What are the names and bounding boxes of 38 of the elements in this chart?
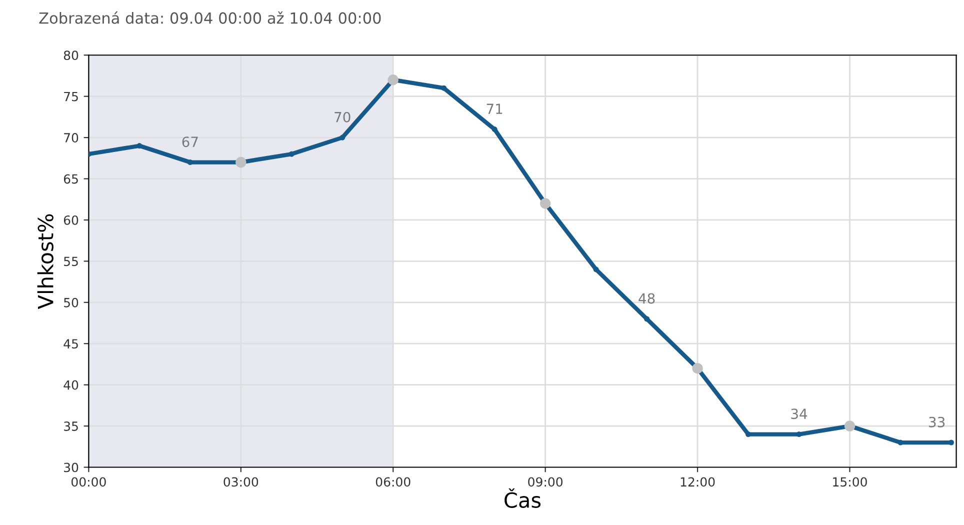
y-axis-title: Vlhkost% [37,214,54,310]
data-label: 48 [638,293,655,304]
y-tick-label: 60 [64,215,78,225]
data-label: 70 [334,112,350,122]
y-tick-label: 55 [64,256,78,266]
point [492,126,498,132]
y-tick-label: 65 [64,174,78,184]
data-label: 67 [182,136,198,148]
x-tick-label: 09:00 [528,477,562,487]
y-tick-label: 70 [64,133,78,142]
point [844,420,856,432]
y-tick-label: 45 [64,339,78,349]
y-tick-label: 75 [64,92,78,102]
point [136,143,142,149]
x-tick-label: 03:00 [224,477,258,487]
point [540,198,551,209]
point [187,160,193,166]
y-tick-label: 50 [64,298,78,308]
x-tick-label: 15:00 [833,477,867,487]
point [644,316,650,322]
x-tick-label: 00:00 [72,477,106,487]
data-label: 33 [929,416,945,428]
x-axis-title: Čas [504,488,541,508]
point [441,85,447,91]
point [593,266,599,272]
x-tick-label: 06:00 [376,477,410,487]
data-label: 34 [791,408,808,420]
y-tick-label: 35 [64,422,78,431]
point [340,134,346,140]
y-tick-label: 80 [64,50,78,60]
data-label: 71 [486,104,502,114]
chart-subtitle: Zobrazená data: 09.04 00:00 až 10.04 00:00 [39,11,381,24]
x-tick-label: 12:00 [680,477,715,487]
y-tick-label: 30 [64,462,78,472]
point [236,156,246,168]
point [388,74,398,86]
y-tick-label: 40 [64,380,78,390]
point [692,362,703,374]
